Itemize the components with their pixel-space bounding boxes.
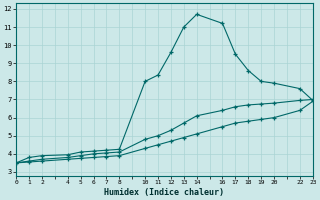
X-axis label: Humidex (Indice chaleur): Humidex (Indice chaleur): [104, 188, 224, 197]
